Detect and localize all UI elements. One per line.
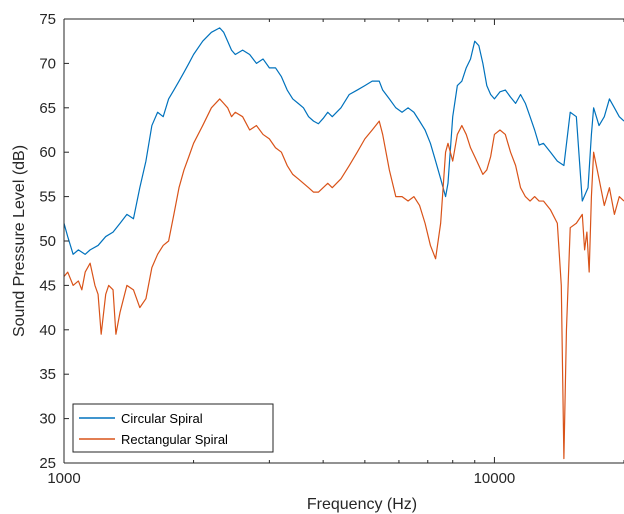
y-tick-label: 75	[39, 11, 56, 28]
y-tick-label: 40	[39, 322, 56, 339]
legend-label: Rectangular Spiral	[121, 432, 228, 447]
series-line-rectangular-spiral	[64, 98, 624, 460]
x-tick-label: 1000	[47, 470, 80, 487]
legend-label: Circular Spiral	[121, 411, 203, 426]
series-layer	[64, 27, 624, 460]
legend: Circular Spiral Rectangular Spiral	[72, 403, 274, 453]
y-tick-label: 35	[39, 366, 56, 383]
plot-background	[64, 19, 624, 463]
legend-box	[72, 403, 274, 453]
y-axis-title: Sound Pressure Level (dB)	[11, 145, 28, 337]
y-tick-label: 50	[39, 233, 56, 250]
y-tick-label: 45	[39, 277, 56, 294]
y-tick-label: 55	[39, 189, 56, 206]
y-tick-label: 25	[39, 455, 56, 472]
x-tick-label: 10000	[474, 470, 516, 487]
y-tick-label: 65	[39, 100, 56, 117]
plot-area	[64, 19, 624, 463]
x-axis-title: Frequency (Hz)	[307, 496, 417, 513]
y-tick-label: 60	[39, 144, 56, 161]
y-tick-label: 70	[39, 55, 56, 72]
series-line-circular-spiral	[64, 27, 624, 255]
axes-layer: 25 30 35 40 45 50 55 60 65 70 75 1000 10000	[39, 11, 624, 487]
y-tick-label: 30	[39, 411, 56, 428]
